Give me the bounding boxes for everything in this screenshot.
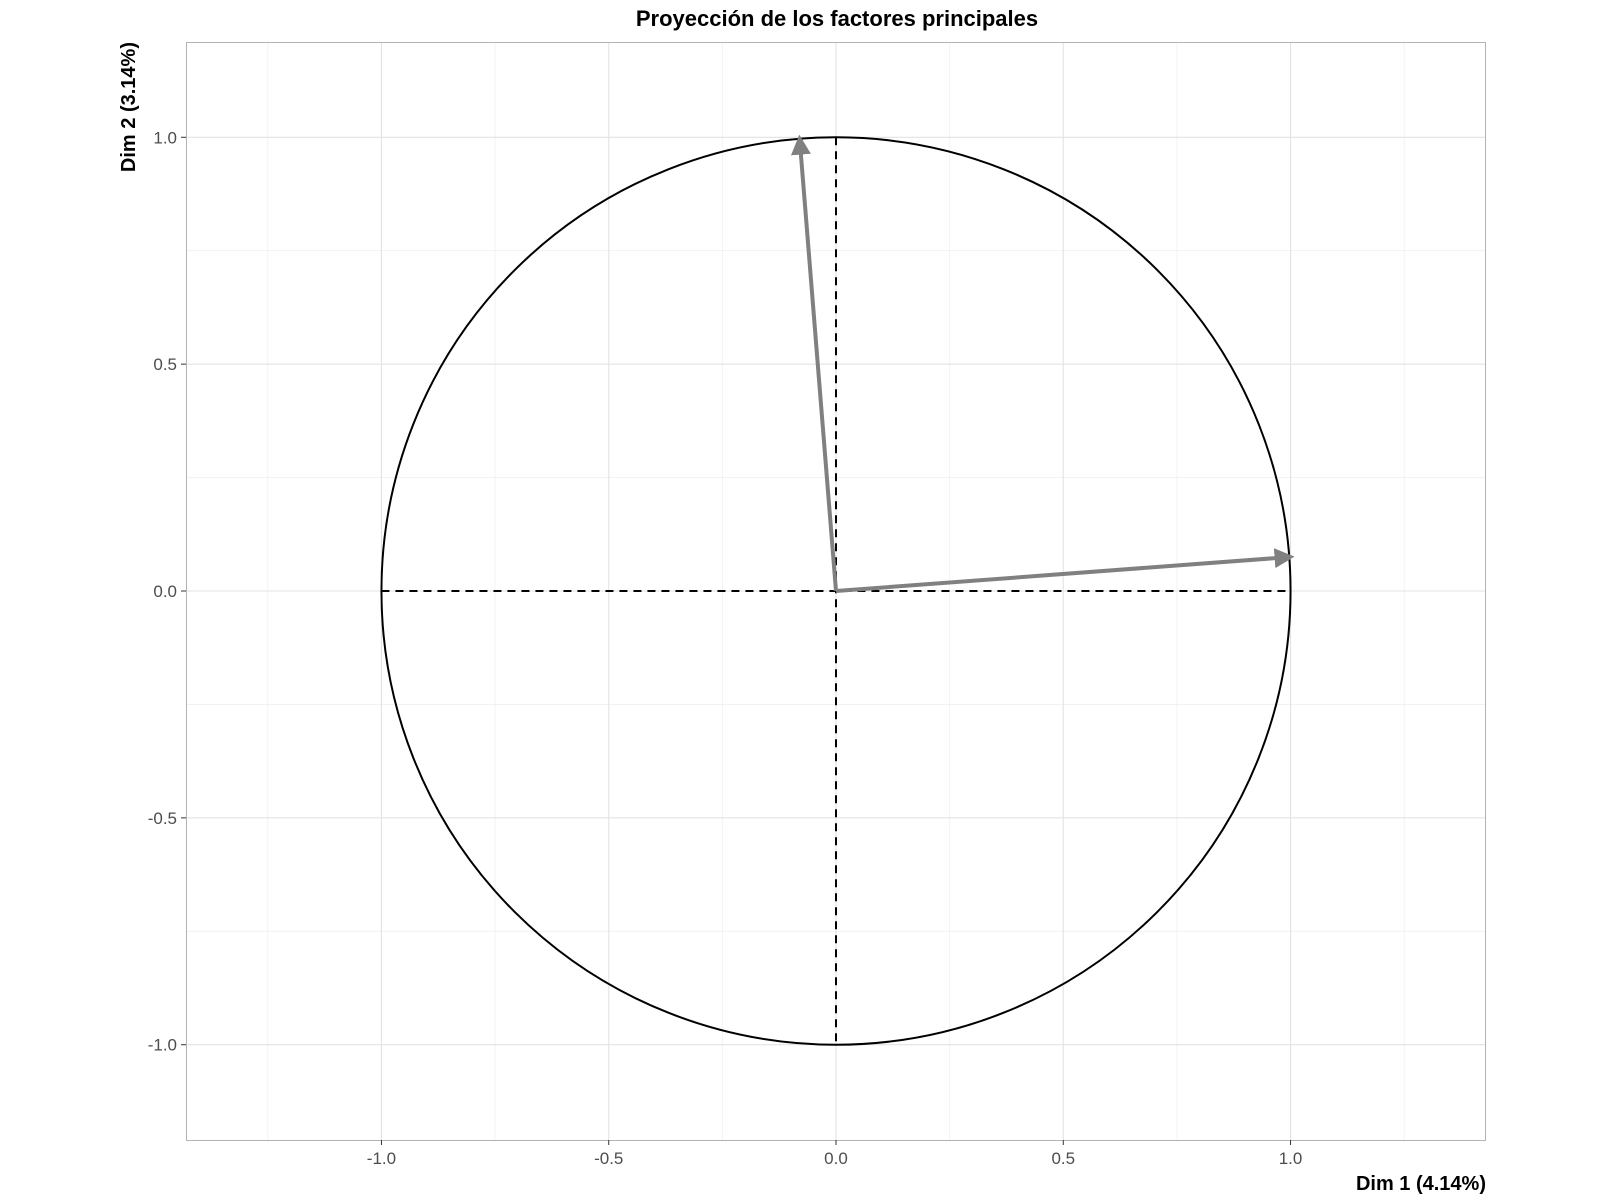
y-tick-label: 1.0	[153, 128, 177, 147]
x-axis-title: Dim 1 (4.14%)	[1356, 1173, 1486, 1195]
x-tick-label: 0.5	[1051, 1149, 1075, 1168]
x-tick-label: 1.0	[1279, 1149, 1303, 1168]
y-tick-label: -1.0	[148, 1036, 177, 1055]
x-tick-label: 0.0	[824, 1149, 848, 1168]
variable-vectors	[790, 134, 1295, 593]
y-tick-label: 0.5	[153, 355, 177, 374]
variable-vector-arrow	[835, 548, 1295, 593]
y-tick-label: -0.5	[148, 809, 177, 828]
x-tick-label: -1.0	[367, 1149, 396, 1168]
chart-title: Proyección de los factores principales	[636, 6, 1038, 31]
x-axis-ticks: -1.0 -0.5 0.0 0.5 1.0	[367, 1140, 1303, 1168]
y-tick-label: 0.0	[153, 582, 177, 601]
unit-circle-group	[380, 136, 1292, 1046]
y-axis-title: Dim 2 (3.14%)	[118, 42, 140, 172]
unit-circle	[380, 136, 1292, 1046]
variable-vector-arrow	[790, 134, 838, 592]
y-axis-ticks: -1.0 -0.5 0.0 0.5 1.0	[148, 128, 186, 1055]
x-tick-label: -0.5	[594, 1149, 623, 1168]
